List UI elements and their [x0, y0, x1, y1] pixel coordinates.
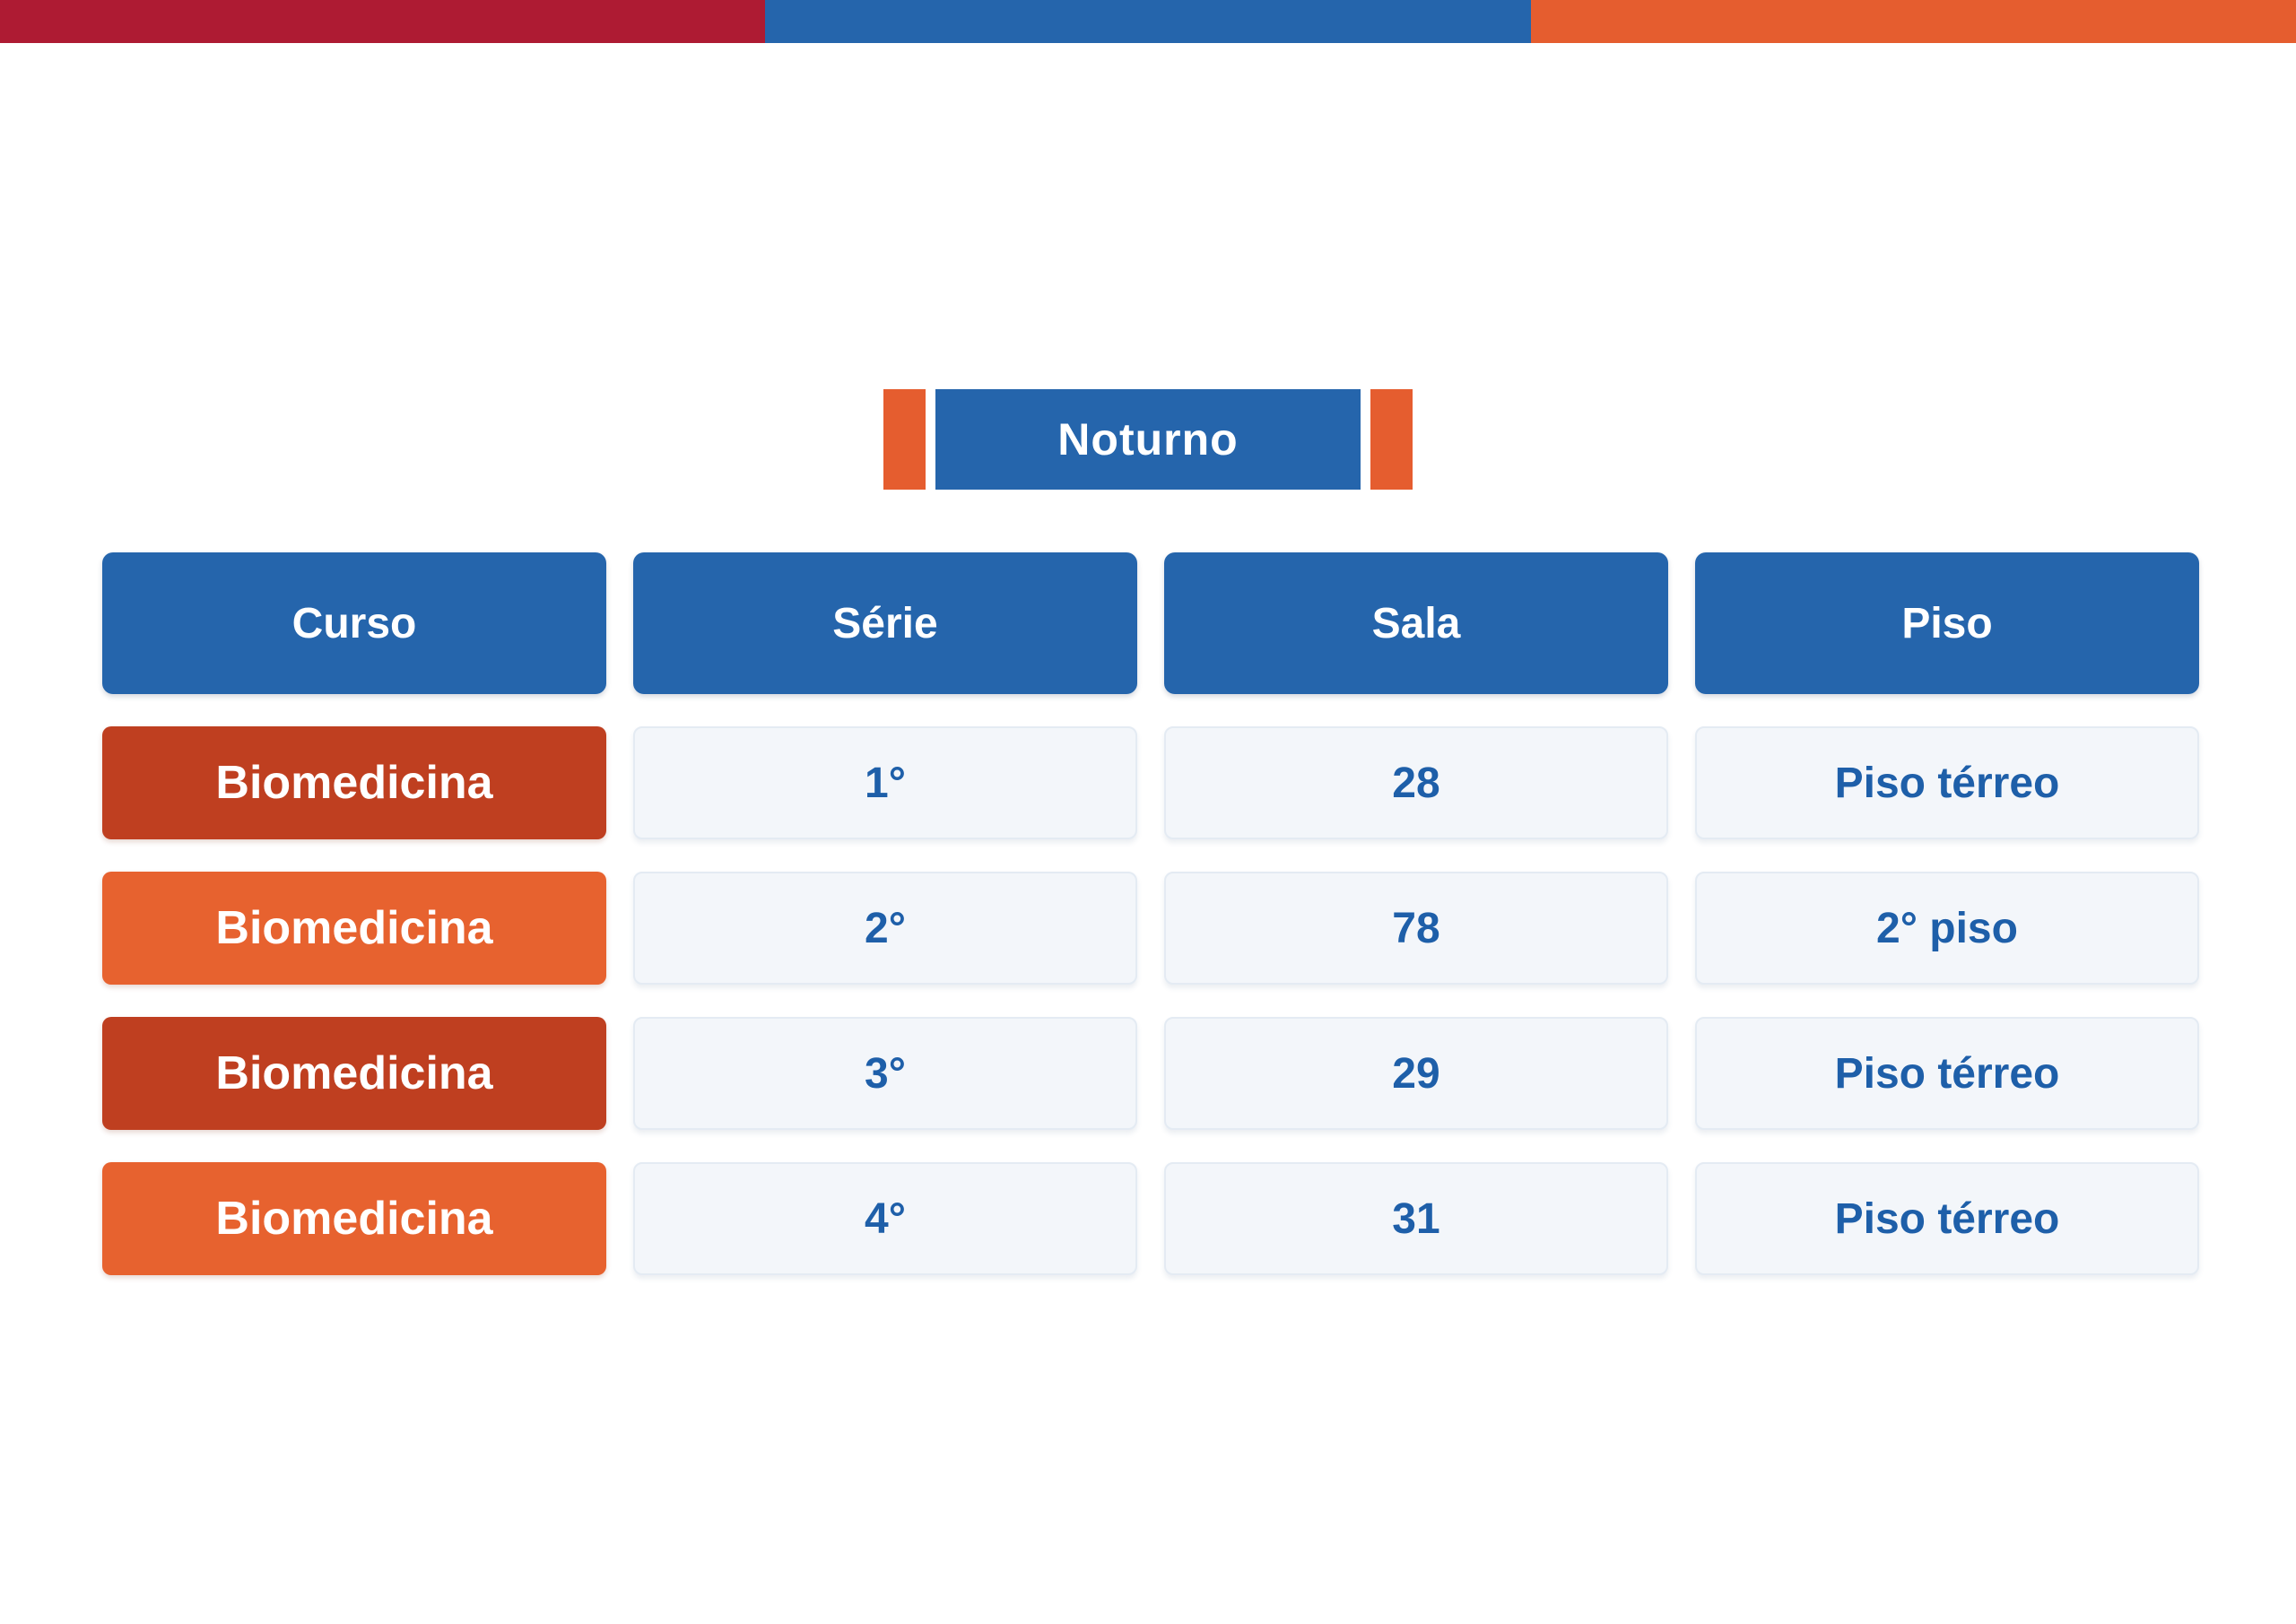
curso-cell: Biomedicina [102, 1017, 606, 1130]
badge-accent-bar-left [883, 389, 926, 490]
schedule-table: Curso Série Sala Piso Biomedicina 1° 28 … [102, 552, 2199, 1275]
sala-cell: 78 [1164, 872, 1668, 985]
topbar-segment-orange [1530, 0, 2296, 43]
topbar-segment-red [0, 0, 766, 43]
sala-cell: 28 [1164, 726, 1668, 839]
column-header-sala: Sala [1164, 552, 1668, 694]
curso-cell: Biomedicina [102, 1162, 606, 1275]
piso-cell: 2° piso [1695, 872, 2199, 985]
sala-cell: 31 [1164, 1162, 1668, 1275]
top-color-bar [0, 0, 2296, 43]
badge-accent-bar-right [1370, 389, 1413, 490]
piso-cell: Piso térreo [1695, 1162, 2199, 1275]
sala-cell: 29 [1164, 1017, 1668, 1130]
curso-cell: Biomedicina [102, 726, 606, 839]
serie-cell: 1° [633, 726, 1137, 839]
serie-cell: 3° [633, 1017, 1137, 1130]
piso-cell: Piso térreo [1695, 726, 2199, 839]
serie-cell: 2° [633, 872, 1137, 985]
topbar-segment-blue [765, 0, 1531, 43]
curso-cell: Biomedicina [102, 872, 606, 985]
shift-title: Noturno [935, 389, 1361, 490]
serie-cell: 4° [633, 1162, 1137, 1275]
column-header-piso: Piso [1695, 552, 2199, 694]
shift-title-badge: Noturno [883, 389, 1413, 490]
column-header-serie: Série [633, 552, 1137, 694]
column-header-curso: Curso [102, 552, 606, 694]
piso-cell: Piso térreo [1695, 1017, 2199, 1130]
